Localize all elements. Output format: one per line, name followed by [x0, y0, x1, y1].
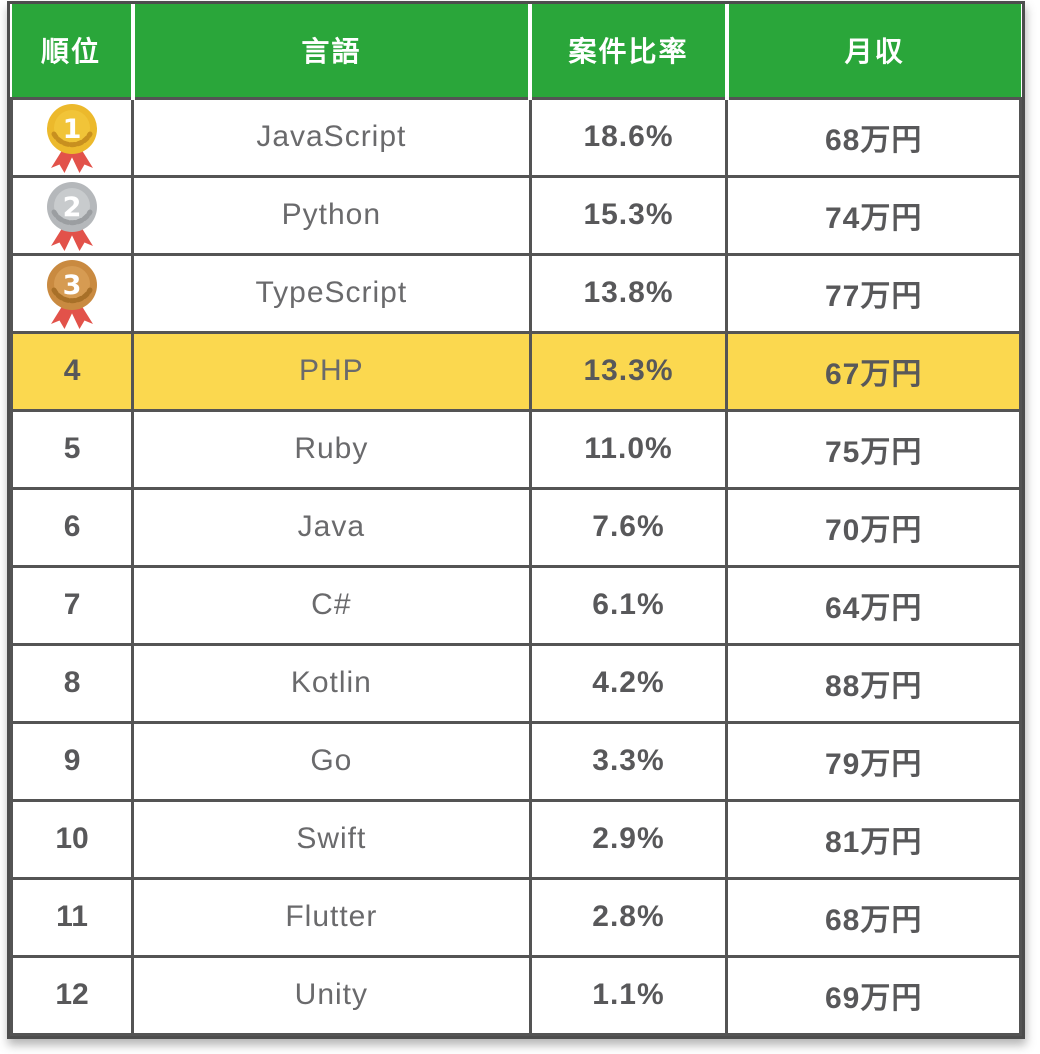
table-header: 順位 言語 案件比率 月収	[11, 4, 1021, 98]
table-row: 3 TypeScript 13.8% 77万円	[9, 252, 1022, 334]
table-row: 7 C# 6.1% 64万円	[9, 564, 1022, 646]
ratio-value: 1.1%	[528, 954, 729, 1036]
language-value: Java	[131, 486, 532, 568]
rank-1-gold-medal-icon: 1	[9, 96, 135, 178]
income-value: 88万円	[725, 642, 1022, 724]
income-value: 64万円	[725, 564, 1022, 646]
ratio-value: 13.8%	[528, 252, 729, 334]
table-row: 6 Java 7.6% 70万円	[9, 486, 1022, 568]
rank-value: 7	[9, 564, 135, 646]
table-row: 1 JavaScript 18.6% 68万円	[9, 96, 1022, 178]
income-value: 79万円	[725, 720, 1022, 802]
column-header-income: 月収	[724, 4, 1021, 98]
language-value: Go	[131, 720, 532, 802]
rank-value: 6	[9, 486, 135, 568]
language-value: PHP	[131, 330, 532, 412]
ratio-value: 3.3%	[528, 720, 729, 802]
income-value: 74万円	[725, 174, 1022, 256]
rank-value: 11	[9, 876, 135, 958]
ratio-value: 6.1%	[528, 564, 729, 646]
rank-value: 5	[9, 408, 135, 490]
language-value: Python	[131, 174, 532, 256]
ranking-table-card: 順位 言語 案件比率 月収 1 JavaScript 18.6% 68万円 2 Pytho…	[7, 1, 1025, 1039]
ratio-value: 13.3%	[528, 330, 729, 412]
income-value: 75万円	[725, 408, 1022, 490]
svg-text:1: 1	[63, 114, 82, 145]
table-row: 12 Unity 1.1% 69万円	[9, 954, 1022, 1036]
income-value: 68万円	[725, 876, 1022, 958]
table-row: 8 Kotlin 4.2% 88万円	[9, 642, 1022, 724]
table-row: 9 Go 3.3% 79万円	[9, 720, 1022, 802]
income-value: 77万円	[725, 252, 1022, 334]
ratio-value: 18.6%	[528, 96, 729, 178]
income-value: 70万円	[725, 486, 1022, 568]
language-value: Kotlin	[131, 642, 532, 724]
column-header-ratio: 案件比率	[528, 4, 727, 98]
ratio-value: 2.8%	[528, 876, 729, 958]
language-value: C#	[131, 564, 532, 646]
rank-2-silver-medal-icon: 2	[9, 174, 135, 256]
svg-text:2: 2	[63, 192, 82, 223]
rank-value: 10	[9, 798, 135, 880]
svg-text:3: 3	[63, 270, 82, 301]
column-header-language: 言語	[130, 4, 531, 98]
table-row: 2 Python 15.3% 74万円	[9, 174, 1022, 256]
column-header-rank: 順位	[11, 4, 133, 98]
ratio-value: 15.3%	[528, 174, 729, 256]
table-row: 5 Ruby 11.0% 75万円	[9, 408, 1022, 490]
language-value: Ruby	[131, 408, 532, 490]
income-value: 67万円	[725, 330, 1022, 412]
language-ranking-table: 順位 言語 案件比率 月収 1 JavaScript 18.6% 68万円 2 Pytho…	[9, 4, 1022, 1036]
income-value: 81万円	[725, 798, 1022, 880]
rank-3-bronze-medal-icon: 3	[9, 252, 135, 334]
table-row: 11 Flutter 2.8% 68万円	[9, 876, 1022, 958]
language-value: Unity	[131, 954, 532, 1036]
language-value: Swift	[131, 798, 532, 880]
table-row-highlighted: 4 PHP 13.3% 67万円	[9, 330, 1022, 412]
language-value: Flutter	[131, 876, 532, 958]
ratio-value: 4.2%	[528, 642, 729, 724]
income-value: 69万円	[725, 954, 1022, 1036]
table-body: 1 JavaScript 18.6% 68万円 2 Python 15.3% 74万円 3 Typ…	[9, 96, 1022, 1036]
rank-value: 12	[9, 954, 135, 1036]
ratio-value: 11.0%	[528, 408, 729, 490]
income-value: 68万円	[725, 96, 1022, 178]
language-value: TypeScript	[131, 252, 532, 334]
rank-value: 9	[9, 720, 135, 802]
ratio-value: 7.6%	[528, 486, 729, 568]
rank-value: 4	[9, 330, 135, 412]
rank-value: 8	[9, 642, 135, 724]
table-row: 10 Swift 2.9% 81万円	[9, 798, 1022, 880]
language-value: JavaScript	[131, 96, 532, 178]
table-header-row: 順位 言語 案件比率 月収	[11, 4, 1021, 98]
ratio-value: 2.9%	[528, 798, 729, 880]
